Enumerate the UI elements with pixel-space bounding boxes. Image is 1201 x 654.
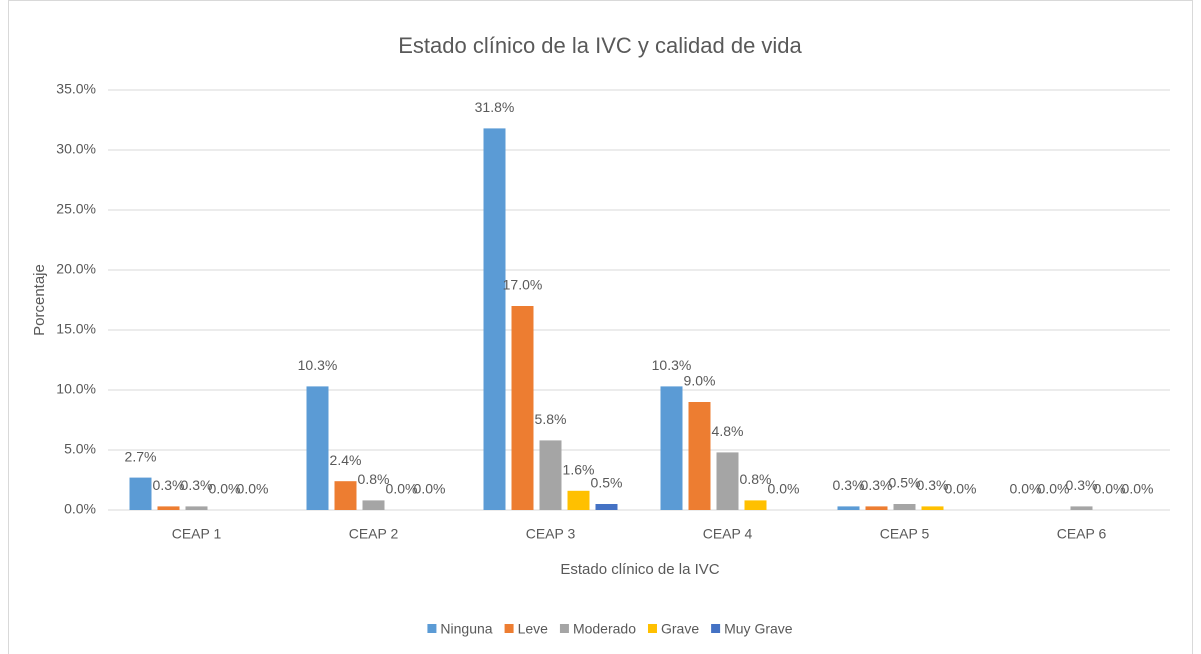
data-label: 0.5% xyxy=(889,475,921,491)
bar xyxy=(865,506,888,510)
bar xyxy=(744,500,767,510)
legend-swatch xyxy=(711,624,721,633)
data-label: 0.0% xyxy=(1122,481,1154,497)
y-axis-title: Porcentaje xyxy=(31,264,48,336)
data-label: 0.8% xyxy=(740,471,772,487)
data-label: 0.3% xyxy=(861,477,893,493)
legend-swatch xyxy=(427,624,437,633)
bar xyxy=(362,500,385,510)
data-label: 5.8% xyxy=(535,411,567,427)
data-label: 0.3% xyxy=(181,477,213,493)
legend-label: Grave xyxy=(661,621,699,637)
legend-label: Muy Grave xyxy=(724,621,793,637)
data-label: 0.0% xyxy=(237,481,269,497)
legend-swatch xyxy=(559,624,569,633)
data-label: 0.0% xyxy=(386,481,418,497)
legend-label: Moderado xyxy=(573,621,636,637)
y-tick-label: 5.0% xyxy=(64,441,96,457)
data-label: 9.0% xyxy=(684,373,716,389)
y-tick-label: 25.0% xyxy=(56,201,96,217)
data-label: 0.3% xyxy=(833,477,865,493)
data-label: 0.3% xyxy=(153,477,185,493)
chart-title: Estado clínico de la IVC y calidad de vi… xyxy=(398,33,802,58)
bar xyxy=(334,481,357,510)
bar xyxy=(893,504,916,510)
x-tick-label: CEAP 1 xyxy=(172,526,222,542)
bar xyxy=(511,306,534,510)
y-tick-label: 10.0% xyxy=(56,381,96,397)
bar xyxy=(716,452,739,510)
x-tick-label: CEAP 4 xyxy=(703,526,753,542)
bar xyxy=(157,506,180,510)
bar xyxy=(837,506,860,510)
x-tick-label: CEAP 5 xyxy=(880,526,930,542)
data-label: 0.3% xyxy=(1066,477,1098,493)
bar xyxy=(595,504,618,510)
bar xyxy=(185,506,208,510)
data-label: 0.0% xyxy=(945,481,977,497)
bar xyxy=(567,490,590,510)
data-label: 2.4% xyxy=(330,452,362,468)
data-label: 0.0% xyxy=(1010,481,1042,497)
bar xyxy=(688,402,711,510)
x-tick-label: CEAP 3 xyxy=(526,526,576,542)
y-tick-label: 15.0% xyxy=(56,321,96,337)
legend-swatch xyxy=(504,624,514,633)
y-tick-label: 20.0% xyxy=(56,261,96,277)
data-label: 0.5% xyxy=(591,475,623,491)
chart-border xyxy=(8,0,1193,654)
y-tick-label: 35.0% xyxy=(56,81,96,97)
data-label: 0.0% xyxy=(209,481,241,497)
x-tick-label: CEAP 2 xyxy=(349,526,399,542)
data-label: 0.0% xyxy=(768,481,800,497)
data-label: 0.3% xyxy=(917,477,949,493)
bar xyxy=(660,386,683,510)
x-tick-label: CEAP 6 xyxy=(1057,526,1107,542)
x-axis-title: Estado clínico de la IVC xyxy=(560,561,719,578)
bar xyxy=(483,128,506,510)
data-label: 17.0% xyxy=(503,277,543,293)
data-label: 2.7% xyxy=(125,448,157,464)
y-tick-label: 0.0% xyxy=(64,501,96,517)
data-label: 4.8% xyxy=(712,423,744,439)
data-label: 0.8% xyxy=(358,471,390,487)
y-tick-label: 30.0% xyxy=(56,141,96,157)
data-label: 1.6% xyxy=(563,462,595,478)
data-label: 10.3% xyxy=(298,357,338,373)
bar xyxy=(1070,506,1093,510)
bar xyxy=(306,386,329,510)
bar xyxy=(921,506,944,510)
bar xyxy=(539,440,562,510)
data-label: 0.0% xyxy=(1094,481,1126,497)
bar xyxy=(129,477,152,510)
legend-label: Ninguna xyxy=(440,621,492,637)
legend-label: Leve xyxy=(518,621,549,637)
legend-swatch xyxy=(647,624,657,633)
data-label: 31.8% xyxy=(475,99,515,115)
data-label: 0.0% xyxy=(414,481,446,497)
data-label: 10.3% xyxy=(652,357,692,373)
data-label: 0.0% xyxy=(1038,481,1070,497)
